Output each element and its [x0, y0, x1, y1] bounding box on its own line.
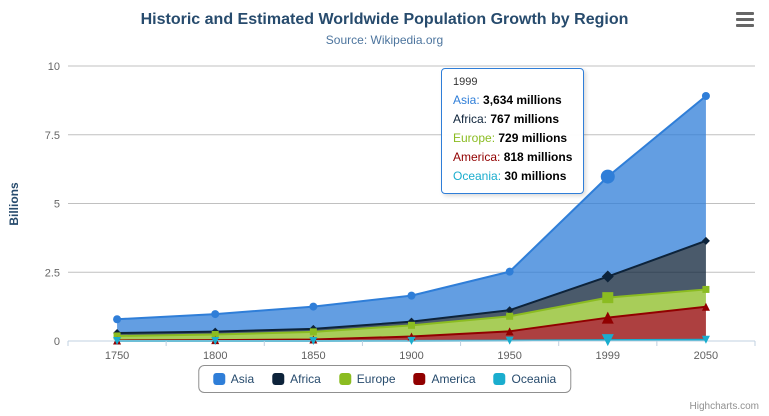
- marker-oceania[interactable]: [701, 335, 710, 344]
- legend-item-europe[interactable]: Europe: [338, 372, 396, 386]
- legend-item-asia[interactable]: Asia: [212, 372, 255, 386]
- marker-africa[interactable]: [701, 236, 710, 245]
- highcharts-credit[interactable]: Highcharts.com: [689, 401, 759, 412]
- marker-europe[interactable]: [702, 285, 710, 293]
- marker-europe[interactable]: [113, 332, 121, 340]
- x-axis-tick-label: 1999: [596, 350, 620, 362]
- legend-label: America: [431, 372, 476, 386]
- y-axis-tick-label: 0: [54, 336, 60, 348]
- chart-title: Historic and Estimated Worldwide Populat…: [140, 11, 629, 28]
- hamburger-icon: [736, 24, 754, 27]
- tooltip-row-oceania: Oceania: 30 millions: [453, 169, 567, 183]
- legend-swatch-america: [413, 373, 426, 385]
- tooltip-row-africa: Africa: 767 millions: [453, 112, 560, 126]
- area-series-asia[interactable]: [117, 96, 706, 334]
- legend-item-africa[interactable]: Africa: [272, 372, 321, 386]
- marker-europe[interactable]: [309, 328, 317, 336]
- marker-oceania[interactable]: [505, 336, 514, 345]
- x-axis-tick-label: 1950: [497, 350, 521, 362]
- marker-asia[interactable]: [309, 302, 318, 311]
- y-axis-tick-label: 10: [48, 61, 60, 73]
- x-axis-tick-label: 2050: [694, 350, 718, 362]
- marker-europe[interactable]: [602, 292, 614, 304]
- tooltip-row-europe: Europe: 729 millions: [453, 131, 568, 145]
- x-axis-tick-label: 1850: [301, 350, 325, 362]
- marker-oceania[interactable]: [309, 336, 318, 345]
- marker-oceania[interactable]: [601, 334, 614, 347]
- y-axis-title: Billions: [7, 182, 21, 226]
- marker-america[interactable]: [701, 302, 710, 311]
- area-series-africa[interactable]: [117, 240, 706, 336]
- marker-oceania[interactable]: [407, 336, 416, 345]
- marker-asia[interactable]: [600, 169, 615, 184]
- marker-africa[interactable]: [601, 270, 614, 283]
- legend-swatch-africa: [272, 373, 285, 385]
- legend-label: Europe: [356, 372, 396, 386]
- legend-swatch-europe: [338, 373, 351, 385]
- y-axis-tick-label: 2.5: [45, 267, 60, 279]
- export-menu-button[interactable]: [733, 10, 757, 29]
- legend-item-america[interactable]: America: [413, 372, 476, 386]
- tooltip-rows: Asia: 3,634 millions Africa: 767 millions…: [453, 91, 572, 186]
- marker-oceania[interactable]: [113, 336, 122, 345]
- legend-swatch-oceania: [493, 373, 506, 385]
- marker-europe[interactable]: [408, 321, 415, 329]
- tooltip-row-asia: Asia: 3,634 millions: [453, 93, 562, 107]
- x-axis-tick-label: 1800: [203, 350, 227, 362]
- legend-label: Oceania: [511, 372, 557, 386]
- marker-america[interactable]: [505, 327, 514, 336]
- tooltip-row-america: America: 818 millions: [453, 150, 573, 164]
- legend-swatch-asia: [212, 373, 225, 385]
- chart-subtitle: Source: Wikipedia.org: [325, 33, 444, 47]
- marker-asia[interactable]: [505, 267, 514, 276]
- tooltip-header: 1999: [453, 76, 478, 88]
- hamburger-icon: [736, 18, 754, 21]
- tooltip: 1999 Asia: 3,634 millions Africa: 767 mil…: [441, 68, 585, 194]
- x-axis-tick-label: 1900: [399, 350, 423, 362]
- marker-europe[interactable]: [211, 331, 219, 339]
- marker-asia[interactable]: [211, 310, 220, 319]
- marker-europe[interactable]: [506, 312, 514, 320]
- legend: Asia Africa Europe America Oceania: [197, 365, 572, 393]
- legend-item-oceania[interactable]: Oceania: [493, 372, 557, 386]
- marker-oceania[interactable]: [211, 336, 220, 345]
- marker-africa[interactable]: [505, 306, 514, 315]
- marker-asia[interactable]: [113, 315, 122, 324]
- y-axis-tick-label: 7.5: [45, 130, 60, 142]
- legend-label: Africa: [290, 372, 321, 386]
- legend-label: Asia: [230, 372, 255, 386]
- marker-america[interactable]: [601, 311, 614, 324]
- marker-asia[interactable]: [701, 92, 710, 101]
- hamburger-icon: [736, 12, 754, 15]
- area-series-america[interactable]: [117, 306, 706, 341]
- y-axis-tick-label: 5: [54, 199, 60, 211]
- marker-asia[interactable]: [407, 291, 416, 300]
- x-axis-tick-label: 1750: [105, 350, 129, 362]
